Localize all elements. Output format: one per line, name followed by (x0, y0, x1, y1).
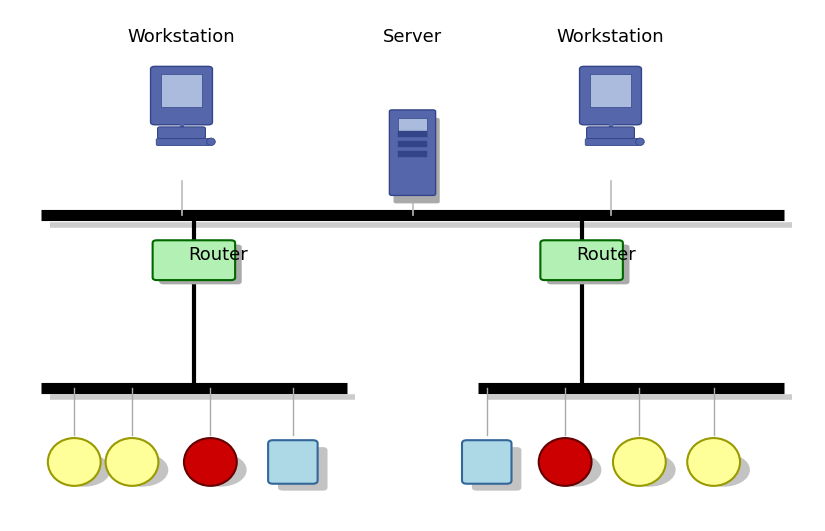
Ellipse shape (613, 438, 666, 486)
Text: Router: Router (189, 246, 248, 264)
FancyBboxPatch shape (278, 447, 328, 491)
Ellipse shape (623, 453, 676, 486)
FancyBboxPatch shape (547, 244, 629, 285)
Ellipse shape (184, 438, 237, 486)
Text: Workstation: Workstation (557, 28, 664, 46)
Text: Router: Router (577, 246, 636, 264)
Ellipse shape (539, 438, 592, 486)
FancyBboxPatch shape (394, 118, 440, 203)
Ellipse shape (58, 453, 111, 486)
Ellipse shape (687, 438, 740, 486)
Ellipse shape (549, 453, 601, 486)
Ellipse shape (194, 453, 247, 486)
FancyBboxPatch shape (268, 440, 318, 484)
FancyBboxPatch shape (150, 66, 213, 125)
Text: Workstation: Workstation (128, 28, 235, 46)
Bar (398, 118, 427, 136)
Ellipse shape (116, 453, 168, 486)
FancyBboxPatch shape (156, 139, 210, 145)
Text: Server: Server (383, 28, 442, 46)
Ellipse shape (697, 453, 750, 486)
FancyBboxPatch shape (153, 241, 235, 280)
FancyBboxPatch shape (462, 440, 512, 484)
Ellipse shape (106, 438, 158, 486)
FancyBboxPatch shape (389, 110, 436, 195)
Ellipse shape (207, 138, 215, 145)
Ellipse shape (636, 138, 644, 145)
FancyBboxPatch shape (579, 66, 642, 125)
Bar (161, 74, 202, 107)
Bar (398, 131, 427, 137)
Bar (398, 151, 427, 157)
Bar (590, 74, 631, 107)
FancyBboxPatch shape (158, 127, 205, 139)
FancyBboxPatch shape (585, 139, 639, 145)
FancyBboxPatch shape (587, 127, 634, 139)
Bar (398, 141, 427, 147)
FancyBboxPatch shape (472, 447, 521, 491)
Ellipse shape (48, 438, 101, 486)
FancyBboxPatch shape (540, 241, 623, 280)
FancyBboxPatch shape (159, 244, 242, 285)
